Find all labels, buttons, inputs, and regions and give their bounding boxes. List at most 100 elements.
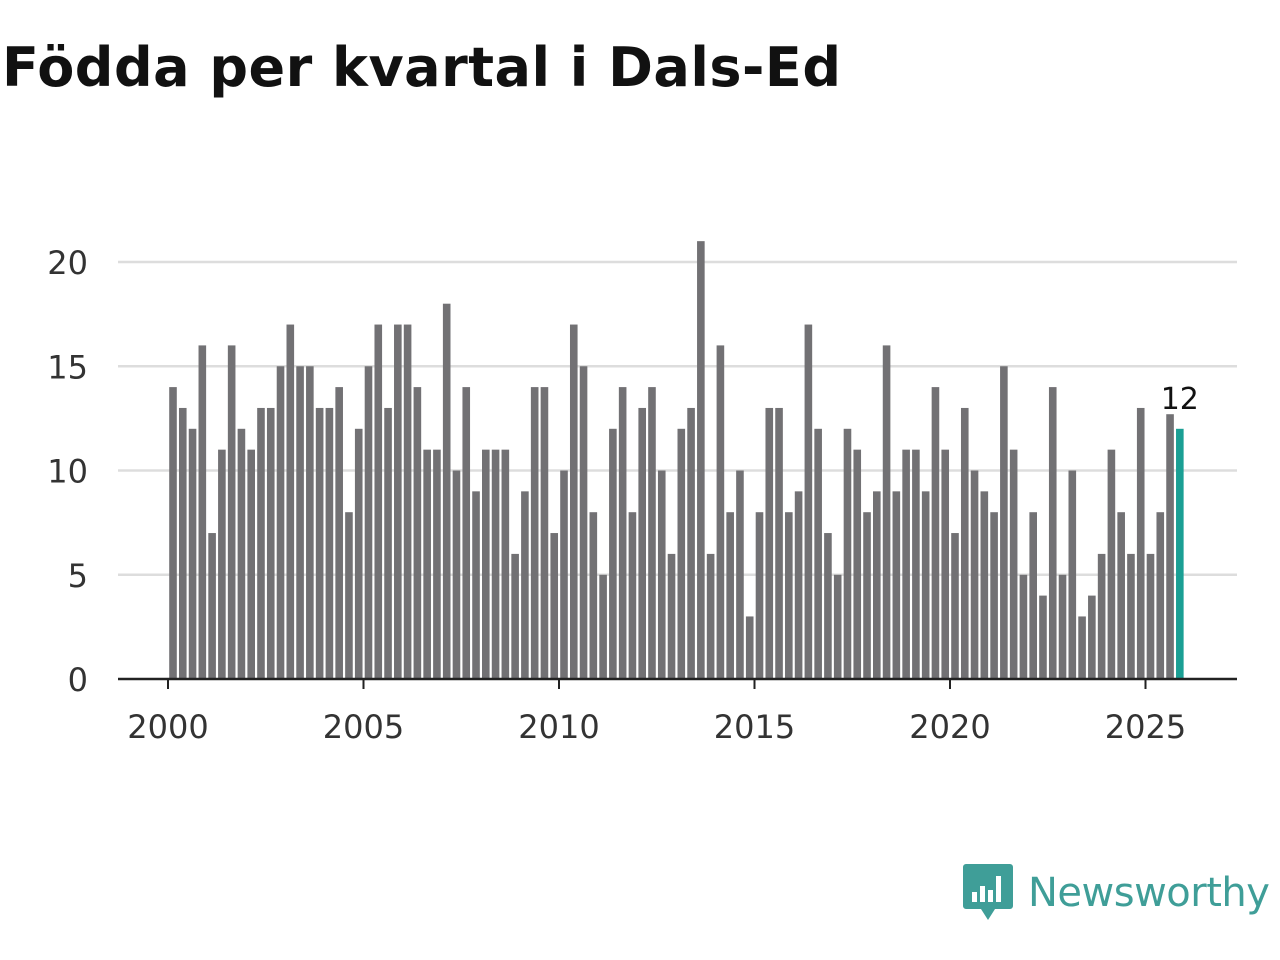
last-value-label: 12	[1161, 382, 1199, 417]
bar	[1166, 414, 1174, 679]
bar-latest	[1176, 428, 1184, 679]
bar	[931, 387, 940, 679]
bar	[1000, 366, 1008, 679]
bar	[384, 407, 392, 679]
bar	[413, 387, 422, 679]
bar	[824, 533, 832, 679]
bar	[921, 491, 930, 679]
bar	[892, 491, 901, 679]
bar	[306, 366, 314, 679]
newsworthy-logo: Newsworthy	[962, 862, 1270, 924]
bar	[325, 407, 334, 679]
x-tick-label: 2015	[714, 708, 795, 746]
bar	[364, 366, 373, 679]
bar	[540, 387, 549, 679]
bar	[1146, 553, 1155, 679]
bar	[511, 553, 519, 679]
bar	[1029, 512, 1037, 679]
bar	[853, 449, 862, 679]
y-tick-label: 5	[68, 557, 88, 595]
bar	[657, 470, 666, 679]
bar	[257, 407, 265, 679]
bar	[276, 366, 285, 679]
bar	[794, 491, 803, 679]
y-tick-label: 20	[47, 244, 88, 282]
bar	[755, 512, 764, 679]
bar	[521, 491, 529, 679]
bar	[843, 428, 852, 679]
bar	[530, 387, 539, 679]
newsworthy-chart-icon	[963, 864, 1013, 920]
bar	[1136, 407, 1145, 679]
bar	[638, 407, 646, 679]
bar	[1048, 387, 1057, 679]
bar	[296, 366, 304, 679]
bar	[687, 407, 695, 679]
bar	[560, 470, 568, 679]
x-tick-label: 2000	[127, 708, 208, 746]
bar	[745, 616, 754, 679]
bar	[550, 533, 559, 679]
bar	[736, 470, 744, 679]
bar	[1156, 512, 1165, 679]
bar	[589, 512, 598, 679]
bar	[775, 407, 783, 679]
bar	[960, 407, 969, 679]
bar	[618, 387, 627, 679]
bar	[677, 428, 686, 679]
bar	[951, 533, 959, 679]
bar	[765, 407, 774, 679]
bar	[990, 512, 998, 679]
x-tick-label: 2025	[1105, 708, 1186, 746]
x-axis-ticks: 2000 2005 2010 2015 2020 2025	[127, 679, 1186, 746]
bar	[354, 428, 363, 679]
bar	[423, 449, 431, 679]
bar	[667, 553, 676, 679]
logo-text: Newsworthy	[1028, 870, 1270, 916]
bar	[726, 512, 734, 679]
bar	[1078, 616, 1086, 679]
bar	[912, 449, 920, 679]
bar	[169, 387, 177, 679]
bar	[804, 324, 813, 679]
y-tick-label: 15	[47, 348, 88, 386]
bar	[178, 407, 187, 679]
bar	[433, 449, 441, 679]
bar	[286, 324, 295, 679]
bar	[648, 387, 656, 679]
bar	[697, 241, 705, 679]
bar	[1068, 470, 1077, 679]
bar	[462, 387, 471, 679]
bar	[247, 449, 255, 679]
bar	[1019, 574, 1028, 679]
y-tick-label: 10	[47, 453, 88, 491]
bar	[315, 407, 324, 679]
bar	[628, 512, 637, 679]
bar	[882, 345, 891, 679]
bar	[569, 324, 578, 679]
bar	[237, 428, 246, 679]
bar	[1117, 512, 1125, 679]
bar	[482, 449, 490, 679]
y-tick-label: 0	[68, 661, 88, 699]
bar	[1107, 449, 1116, 679]
bar	[902, 449, 910, 679]
bar	[1058, 574, 1067, 679]
bar	[873, 491, 881, 679]
bar	[345, 512, 353, 679]
y-axis-ticks: 0 5 10 15 20	[47, 244, 88, 699]
bar	[188, 428, 197, 679]
bar	[609, 428, 617, 679]
bars	[169, 241, 1184, 679]
bar	[941, 449, 950, 679]
bar	[452, 470, 461, 679]
bar	[1088, 595, 1096, 679]
bar	[472, 491, 480, 679]
bar	[716, 345, 725, 679]
bar	[374, 324, 383, 679]
bar	[833, 574, 842, 679]
x-tick-label: 2010	[518, 708, 599, 746]
x-tick-label: 2005	[323, 708, 404, 746]
bar	[198, 345, 207, 679]
